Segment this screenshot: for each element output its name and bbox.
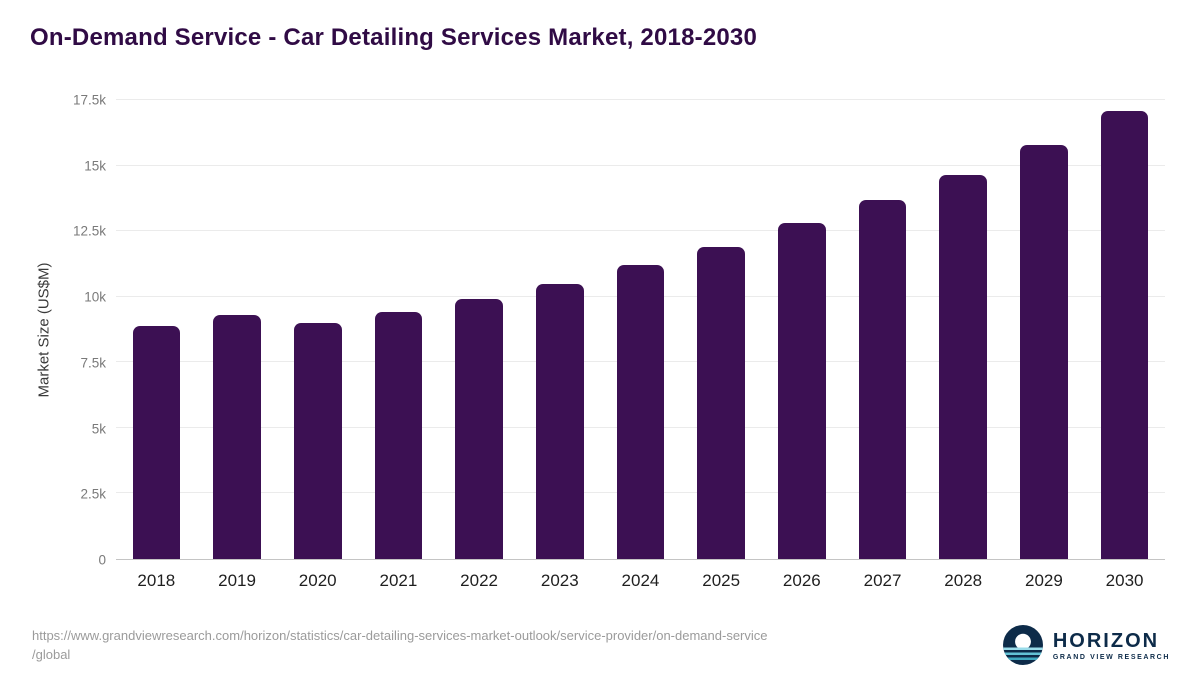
x-axis-labels: 2018 2019 2020 2021 2022 2023 2024 2025 2026 2027… bbox=[116, 560, 1165, 591]
bars-row bbox=[116, 100, 1165, 559]
x-tick-label: 2024 bbox=[621, 571, 660, 590]
bar-2026 bbox=[778, 223, 826, 559]
x-tick-label: 2022 bbox=[460, 571, 498, 590]
bar-cell bbox=[519, 100, 600, 559]
bar-2024 bbox=[616, 265, 665, 559]
chart-title: On-Demand Service - Car Detailing Servic… bbox=[30, 24, 758, 51]
bar-2028 bbox=[939, 174, 988, 559]
horizon-logo-icon bbox=[1002, 625, 1043, 665]
x-tick-label: 2018 bbox=[137, 571, 176, 590]
bar-cell bbox=[358, 100, 439, 559]
bar-cell bbox=[116, 100, 197, 559]
bar-cell bbox=[1084, 100, 1165, 559]
bar-2021 bbox=[374, 312, 423, 559]
y-axis-title-slot: Market Size (US$M) bbox=[30, 100, 58, 560]
y-axis-title: Market Size (US$M) bbox=[35, 262, 53, 398]
bar-2027 bbox=[858, 199, 907, 559]
chart: Market Size (US$M) 0 2.5k 5k 7.5k 10k 12.5k 15… bbox=[30, 93, 1165, 591]
y-tick-label: 7.5k bbox=[80, 355, 106, 371]
gridline bbox=[116, 230, 1165, 232]
bar-cell bbox=[197, 100, 278, 559]
bar-2030 bbox=[1100, 110, 1149, 559]
plot-area bbox=[116, 99, 1165, 560]
x-tick-label: 2028 bbox=[944, 571, 983, 590]
source-url-line2: /global bbox=[32, 647, 71, 662]
bar-2025 bbox=[697, 246, 745, 559]
bar-2029 bbox=[1020, 144, 1068, 559]
source-url: https://www.grandviewresearch.com/horizo… bbox=[32, 626, 768, 665]
x-tick-label: 2023 bbox=[540, 571, 579, 590]
bar-cell bbox=[439, 100, 520, 559]
source-url-line1: https://www.grandviewresearch.com/horizo… bbox=[32, 627, 768, 643]
chart-main: Market Size (US$M) 0 2.5k 5k 7.5k 10k 12.5k 15… bbox=[30, 93, 1165, 568]
x-tick-label: 2020 bbox=[298, 571, 337, 590]
x-tick-label: 2025 bbox=[702, 571, 741, 590]
bar-cell bbox=[923, 100, 1004, 559]
gridline bbox=[116, 99, 1165, 100]
bar-cell bbox=[600, 100, 681, 559]
bar-2020 bbox=[293, 322, 342, 559]
horizon-logo: HORIZON GRAND VIEW RESEARCH bbox=[1002, 625, 1170, 665]
y-tick-label: 17.5k bbox=[72, 92, 106, 108]
y-tick-label: 15k bbox=[84, 158, 106, 174]
bar-cell bbox=[277, 100, 358, 559]
y-tick-label: 12.5k bbox=[72, 223, 106, 239]
y-tick-label: 5k bbox=[91, 421, 106, 437]
bar-2022 bbox=[455, 299, 503, 559]
horizon-logo-text: HORIZON GRAND VIEW RESEARCH bbox=[1053, 630, 1170, 661]
x-tick-label: 2029 bbox=[1024, 571, 1063, 590]
logo-name: HORIZON bbox=[1052, 629, 1160, 652]
bar-cell bbox=[762, 100, 843, 559]
gridline bbox=[116, 164, 1165, 166]
bar-cell bbox=[842, 100, 923, 559]
y-axis: 0 2.5k 5k 7.5k 10k 12.5k 15k 17.5k bbox=[58, 93, 116, 568]
bar-2019 bbox=[213, 315, 261, 559]
x-tick-label: 2027 bbox=[863, 571, 902, 590]
y-tick-label: 10k bbox=[84, 289, 106, 305]
logo-subtitle: GRAND VIEW RESEARCH bbox=[1052, 653, 1170, 661]
footer: https://www.grandviewresearch.com/horizo… bbox=[32, 625, 1170, 665]
bar-2023 bbox=[535, 283, 584, 559]
bar-cell bbox=[681, 100, 762, 559]
y-tick-label: 0 bbox=[98, 552, 106, 568]
x-tick-label: 2026 bbox=[782, 571, 821, 590]
bar-cell bbox=[1004, 100, 1085, 559]
x-tick-label: 2030 bbox=[1105, 571, 1144, 590]
y-tick-label: 2.5k bbox=[80, 486, 106, 502]
x-tick-label: 2019 bbox=[218, 571, 256, 590]
x-tick-label: 2021 bbox=[379, 571, 418, 590]
bar-2018 bbox=[132, 325, 181, 559]
